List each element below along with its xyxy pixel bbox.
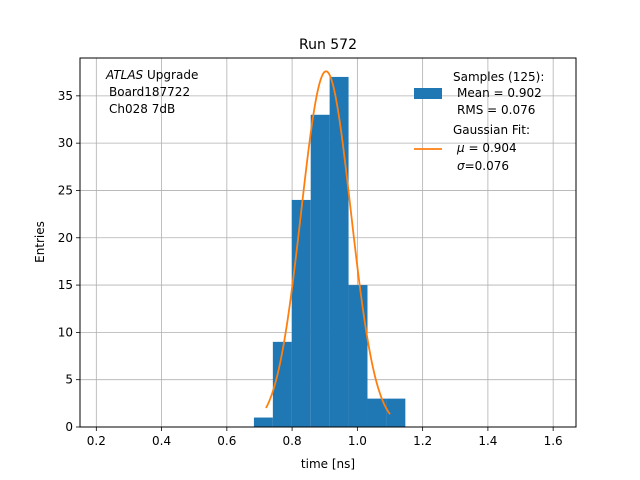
y-axis-label: Entries: [33, 221, 47, 263]
x-tick-label: 0.6: [217, 434, 236, 448]
x-tick-label: 1.0: [348, 434, 367, 448]
legend-samples-line-1: Samples (125):: [453, 70, 544, 84]
legend-fit-line-2: μ = 0.904: [456, 141, 517, 155]
histogram-bar: [386, 398, 406, 427]
legend-samples-line-3: RMS = 0.076: [457, 103, 535, 117]
annotation-italic: ATLAS: [105, 68, 144, 82]
annotation-line-1-text: Upgrade: [147, 68, 198, 82]
y-tick-label: 20: [58, 231, 73, 245]
y-tick-label: 25: [58, 183, 73, 197]
legend-fit-line-3: σ=0.076: [457, 159, 509, 173]
plot-frame: [79, 57, 577, 428]
annotation-line-3: Ch028 7dB: [109, 102, 175, 116]
y-tick-label: 0: [65, 420, 73, 434]
legend-samples-line-2: Mean = 0.902: [457, 86, 542, 100]
gaussian-fit-curve: [265, 70, 391, 415]
legend: Samples (125): Mean = 0.902 RMS = 0.076 …: [414, 70, 544, 173]
y-axis-ticks: 0 5 10 15 20 25 30 35: [58, 89, 80, 434]
legend-mu-symbol: μ: [456, 141, 465, 155]
histogram-bar: [253, 417, 273, 427]
legend-histogram-swatch: [414, 88, 442, 99]
x-tick-label: 1.4: [478, 434, 497, 448]
histogram-bars: [253, 76, 406, 428]
legend-sigma-symbol: σ: [457, 159, 465, 173]
histogram-bar: [348, 285, 368, 427]
legend-sigma-value: =0.076: [465, 159, 509, 173]
annotation: ATLAS Upgrade Board187722 Ch028 7dB: [105, 68, 198, 116]
y-tick-label: 30: [58, 136, 73, 150]
histogram-bar: [367, 398, 387, 427]
x-tick-label: 1.6: [544, 434, 563, 448]
histogram-bar: [310, 114, 330, 428]
y-tick-label: 5: [65, 373, 73, 387]
legend-mu-value: = 0.904: [468, 141, 516, 155]
y-tick-label: 10: [58, 325, 73, 339]
chart-title: Run 572: [299, 37, 357, 53]
y-tick-label: 15: [58, 278, 73, 292]
y-tick-label: 35: [58, 89, 73, 103]
x-axis-ticks: 0.2 0.4 0.6 0.8 1.0 1.2 1.4 1.6: [87, 427, 563, 448]
x-axis-label: time [ns]: [301, 457, 355, 471]
x-tick-label: 0.2: [87, 434, 106, 448]
histogram-bar: [329, 76, 349, 427]
x-tick-label: 0.8: [283, 434, 302, 448]
annotation-line-1: ATLAS Upgrade: [105, 68, 198, 82]
legend-fit-line-1: Gaussian Fit:: [453, 123, 530, 137]
x-tick-label: 1.2: [413, 434, 432, 448]
x-tick-label: 0.4: [152, 434, 171, 448]
histogram-bar: [272, 341, 292, 427]
histogram-bar: [291, 199, 311, 427]
annotation-line-2: Board187722: [109, 85, 190, 99]
